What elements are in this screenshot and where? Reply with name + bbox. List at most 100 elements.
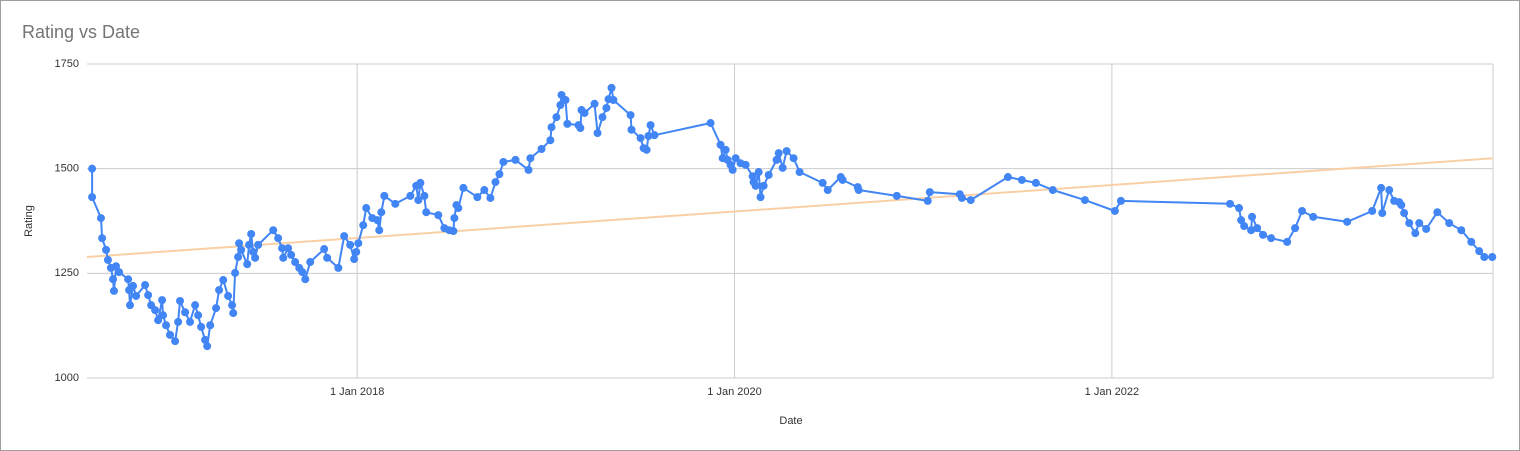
data-point bbox=[231, 268, 240, 277]
data-point bbox=[346, 240, 355, 249]
data-point bbox=[340, 232, 349, 241]
data-point bbox=[1291, 224, 1300, 233]
data-point bbox=[1240, 222, 1249, 231]
data-point bbox=[229, 309, 238, 318]
data-point bbox=[162, 321, 171, 330]
data-point bbox=[495, 170, 504, 179]
data-point bbox=[556, 101, 565, 110]
data-point bbox=[212, 304, 221, 313]
data-point bbox=[375, 226, 384, 235]
x-tick-label: 1 Jan 2018 bbox=[330, 386, 384, 398]
data-point bbox=[580, 108, 589, 117]
data-point bbox=[1445, 219, 1454, 228]
data-point bbox=[129, 281, 138, 290]
data-point bbox=[298, 268, 307, 277]
data-point bbox=[1235, 204, 1244, 213]
data-point bbox=[1225, 199, 1234, 208]
data-point bbox=[191, 301, 200, 310]
trendline bbox=[86, 157, 1494, 258]
data-point bbox=[590, 99, 599, 108]
data-point bbox=[774, 149, 783, 158]
data-point bbox=[1031, 178, 1040, 187]
data-point bbox=[354, 239, 363, 248]
data-point bbox=[486, 193, 495, 202]
data-point bbox=[454, 204, 463, 213]
data-point bbox=[234, 253, 243, 262]
data-point bbox=[186, 317, 195, 326]
data-point bbox=[124, 275, 133, 284]
data-point bbox=[1397, 201, 1406, 210]
data-point bbox=[174, 317, 183, 326]
data-point bbox=[547, 123, 556, 132]
data-point bbox=[1003, 173, 1012, 182]
data-point bbox=[422, 208, 431, 217]
data-point bbox=[215, 286, 224, 295]
data-point bbox=[1400, 209, 1409, 218]
data-point bbox=[206, 321, 215, 330]
data-point bbox=[416, 178, 425, 187]
data-point bbox=[1385, 186, 1394, 195]
data-point bbox=[194, 311, 203, 320]
data-point bbox=[636, 134, 645, 143]
data-point bbox=[373, 216, 382, 225]
data-point bbox=[1309, 212, 1318, 221]
data-point bbox=[644, 132, 653, 141]
data-point bbox=[1247, 226, 1256, 235]
data-point bbox=[925, 188, 934, 197]
data-point bbox=[706, 119, 715, 128]
data-point bbox=[1259, 230, 1268, 239]
data-point bbox=[176, 296, 185, 305]
x-tick-label: 1 Jan 2020 bbox=[707, 386, 761, 398]
data-point bbox=[923, 196, 932, 205]
data-point bbox=[1488, 253, 1497, 262]
data-point bbox=[414, 196, 423, 205]
data-point bbox=[499, 157, 508, 166]
data-point bbox=[359, 221, 368, 230]
data-point bbox=[159, 311, 168, 320]
data-point bbox=[838, 175, 847, 184]
data-point bbox=[756, 193, 765, 202]
data-point bbox=[1405, 219, 1414, 228]
data-point bbox=[350, 255, 359, 264]
data-point bbox=[741, 160, 750, 169]
data-point bbox=[237, 245, 246, 254]
data-point bbox=[377, 208, 386, 217]
data-point bbox=[646, 121, 655, 130]
data-point bbox=[607, 83, 616, 92]
data-point bbox=[181, 308, 190, 317]
data-point bbox=[1433, 208, 1442, 217]
data-point bbox=[1422, 224, 1431, 233]
data-point bbox=[759, 181, 768, 190]
data-point bbox=[420, 191, 429, 200]
data-point bbox=[1048, 186, 1057, 195]
data-point bbox=[197, 322, 206, 331]
data-point bbox=[480, 186, 489, 195]
data-point bbox=[1467, 237, 1476, 246]
data-point bbox=[406, 191, 415, 200]
data-point bbox=[576, 124, 585, 133]
data-point bbox=[291, 258, 300, 267]
data-point bbox=[561, 96, 570, 105]
data-point bbox=[126, 301, 135, 310]
data-point bbox=[626, 111, 635, 120]
data-point bbox=[1411, 229, 1420, 238]
y-tick-label: 1750 bbox=[55, 58, 79, 70]
data-point bbox=[537, 144, 546, 153]
data-point bbox=[115, 268, 124, 277]
data-point bbox=[602, 103, 611, 112]
data-point bbox=[552, 113, 561, 122]
data-point bbox=[818, 178, 827, 187]
data-point bbox=[524, 165, 533, 174]
data-point bbox=[245, 240, 254, 249]
data-point bbox=[144, 291, 153, 300]
data-point bbox=[748, 172, 757, 181]
data-point bbox=[306, 258, 315, 267]
data-point bbox=[154, 316, 163, 325]
data-point bbox=[228, 301, 237, 310]
data-point bbox=[109, 286, 118, 295]
data-point bbox=[627, 125, 636, 134]
data-point bbox=[320, 245, 329, 254]
